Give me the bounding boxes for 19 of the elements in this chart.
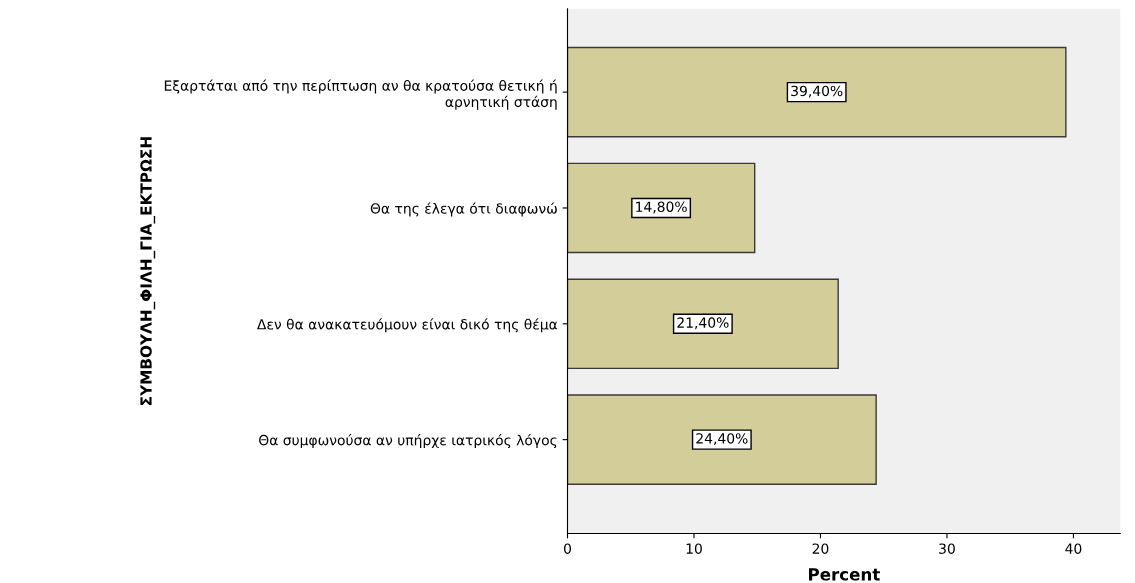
bar [567, 162, 756, 254]
bar [567, 278, 839, 370]
data-label: 21,40% [677, 317, 729, 330]
y-tick-label: Θα της έλεγα ότι διαφωνώ [370, 202, 557, 217]
bar [567, 394, 877, 485]
x-axis-title: Percent [809, 568, 880, 581]
x-tick-label: 30 [939, 543, 955, 554]
x-tick-label: 0 [564, 543, 571, 554]
y-tick-label: Θα συμφωνούσα αν υπήρχε ιατρικός λόγος [259, 434, 557, 449]
data-label: 24,40% [696, 433, 748, 446]
data-label: 39,40% [791, 85, 843, 98]
bar [567, 46, 1067, 138]
y-axis-title: ΣΥΜΒΟΥΛΗ_ΦΙΛΗ_ΓΙΑ_ΕΚΤΡΩΣΗ [140, 137, 156, 405]
x-tick-label: 20 [812, 543, 829, 554]
data-label: 14,80% [636, 201, 687, 214]
y-tick-label: Δεν θα ανακατευόμουν είναι δικό της θέμα [257, 318, 558, 333]
x-tick-label: 40 [1065, 543, 1082, 554]
x-tick-label: 10 [686, 543, 702, 554]
y-tick-label: Εξαρτάται από την περίπτωση αν θα κρατούσα θετική ή αρνητική στάση [164, 79, 557, 110]
